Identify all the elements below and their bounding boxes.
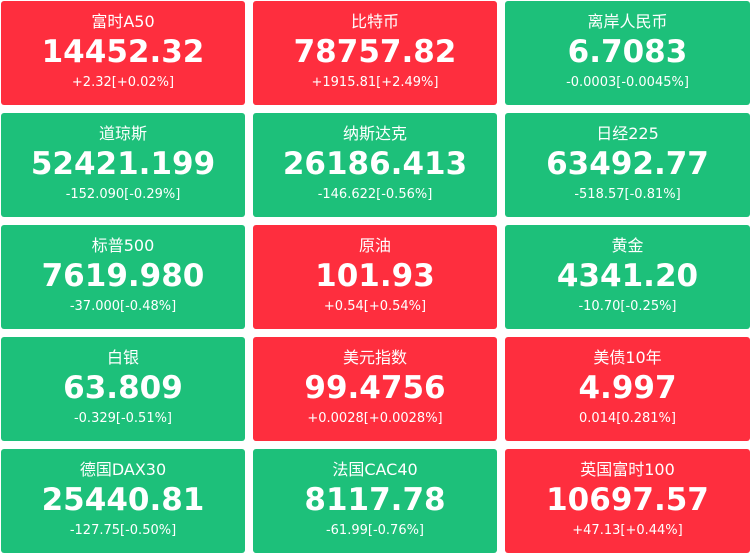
quote-change: +0.0028[+0.0028%] — [307, 411, 443, 426]
quote-price: 25440.81 — [41, 482, 205, 518]
quote-tile[interactable]: 白银 63.809 -0.329[-0.51%] — [1, 337, 245, 441]
quote-change: -0.0003[-0.0045%] — [566, 75, 689, 90]
quote-change: +2.32[+0.02%] — [71, 75, 175, 90]
quote-name: 道琼斯 — [98, 124, 147, 143]
quote-price: 7619.980 — [41, 258, 205, 294]
quote-price: 6.7083 — [567, 34, 688, 70]
quote-tile[interactable]: 纳斯达克 26186.413 -146.622[-0.56%] — [253, 113, 497, 217]
quote-tile[interactable]: 英国富时100 10697.57 +47.13[+0.44%] — [505, 449, 750, 553]
quote-name: 黄金 — [611, 236, 644, 255]
quote-price: 4.997 — [578, 370, 677, 406]
quote-name: 标普500 — [91, 236, 155, 255]
quote-tile[interactable]: 原油 101.93 +0.54[+0.54%] — [253, 225, 497, 329]
quote-change: -0.329[-0.51%] — [73, 411, 173, 426]
quote-price: 8117.78 — [304, 482, 446, 518]
quote-change: -152.090[-0.29%] — [65, 187, 181, 202]
quote-change: -37.000[-0.48%] — [69, 299, 177, 314]
quote-name: 美债10年 — [593, 348, 662, 367]
quote-tile[interactable]: 美元指数 99.4756 +0.0028[+0.0028%] — [253, 337, 497, 441]
quote-name: 纳斯达克 — [342, 124, 407, 143]
quote-tile[interactable]: 道琼斯 52421.199 -152.090[-0.29%] — [1, 113, 245, 217]
quote-name: 比特币 — [350, 12, 399, 31]
quote-change: +0.54[+0.54%] — [323, 299, 427, 314]
quote-price: 78757.82 — [293, 34, 457, 70]
quote-name: 日经225 — [596, 124, 659, 143]
quote-change: +1915.81[+2.49%] — [311, 75, 439, 90]
quote-tile[interactable]: 法国CAC40 8117.78 -61.99[-0.76%] — [253, 449, 497, 553]
quote-change: -10.70[-0.25%] — [578, 299, 677, 314]
quote-price: 63.809 — [63, 370, 183, 406]
quote-tile[interactable]: 日经225 63492.77 -518.57[-0.81%] — [505, 113, 750, 217]
quote-name: 英国富时100 — [580, 460, 675, 479]
quote-price: 99.4756 — [304, 370, 446, 406]
quote-change: -518.57[-0.81%] — [574, 187, 681, 202]
quote-name: 富时A50 — [91, 12, 155, 31]
quote-price: 14452.32 — [41, 34, 205, 70]
quote-name: 法国CAC40 — [332, 460, 418, 479]
quote-name: 白银 — [106, 348, 139, 367]
quote-change: -146.622[-0.56%] — [317, 187, 433, 202]
quote-tile[interactable]: 富时A50 14452.32 +2.32[+0.02%] — [1, 1, 245, 105]
quote-change: -61.99[-0.76%] — [325, 523, 425, 538]
quote-price: 26186.413 — [282, 146, 468, 182]
quote-price: 10697.57 — [546, 482, 709, 518]
quote-tile[interactable]: 美债10年 4.997 0.014[0.281%] — [505, 337, 750, 441]
quote-price: 63492.77 — [546, 146, 709, 182]
quote-tile[interactable]: 黄金 4341.20 -10.70[-0.25%] — [505, 225, 750, 329]
quote-change: 0.014[0.281%] — [579, 411, 676, 426]
quote-price: 101.93 — [315, 258, 435, 294]
quote-change: -127.75[-0.50%] — [69, 523, 177, 538]
quote-name: 美元指数 — [342, 348, 407, 367]
quote-tile[interactable]: 比特币 78757.82 +1915.81[+2.49%] — [253, 1, 497, 105]
quote-name: 离岸人民币 — [587, 12, 668, 31]
quote-change: +47.13[+0.44%] — [572, 523, 683, 538]
quote-name: 原油 — [358, 236, 391, 255]
quote-name: 德国DAX30 — [79, 460, 167, 479]
quote-tile[interactable]: 德国DAX30 25440.81 -127.75[-0.50%] — [1, 449, 245, 553]
quote-price: 52421.199 — [30, 146, 216, 182]
quote-tile[interactable]: 离岸人民币 6.7083 -0.0003[-0.0045%] — [505, 1, 750, 105]
quote-tile[interactable]: 标普500 7619.980 -37.000[-0.48%] — [1, 225, 245, 329]
quote-price: 4341.20 — [556, 258, 699, 294]
